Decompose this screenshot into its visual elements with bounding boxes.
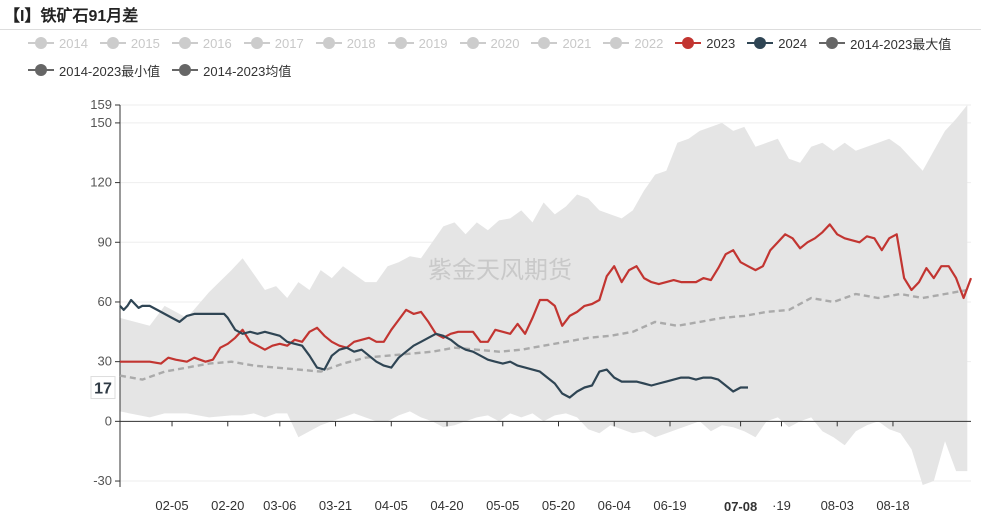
legend-item-8[interactable]: 2022 [603,34,663,52]
legend-item-13[interactable]: 2014-2023均值 [172,61,291,79]
x-tick-label: 03-06 [263,498,296,513]
legend-label: 2014-2023最大值 [850,36,952,52]
legend-label: 2017 [274,35,304,51]
y-tick-label: 90 [98,234,112,249]
legend-item-10[interactable]: 2024 [747,34,807,52]
y-tick-label: 0 [105,413,112,428]
chart-legend: 2014 2015 2016 2017 2018 2019 2020 2021 2022 2023… [28,34,973,79]
legend-label: 2015 [130,35,160,51]
legend-label: 2016 [202,35,232,51]
x-tick-label: 06-04 [598,498,631,513]
title-divider [0,29,981,30]
legend-marker-icon [243,36,270,50]
legend-label: 2018 [346,35,376,51]
x-tick-label: 03-21 [319,498,352,513]
series-line-2014-2023均值 [119,288,968,381]
legend-item-2[interactable]: 2016 [171,34,232,52]
series-line-2023 [120,223,973,365]
x-tick-label: 08-18 [876,498,909,513]
y-max-label: 159 [90,97,112,112]
legend-marker-icon [171,36,198,50]
legend-label: 2022 [634,35,664,51]
legend-marker-icon [747,36,774,50]
y-tick-label: 150 [90,115,112,130]
legend-marker-icon [99,36,126,50]
legend-label: 2014-2023最小值 [59,63,161,79]
crosshair-y-box [90,376,116,400]
legend-item-5[interactable]: 2019 [387,34,448,52]
x-tick-label: 05-05 [486,498,519,513]
x-tick-label: 06-19 [653,498,686,513]
legend-item-7[interactable]: 2021 [531,34,591,52]
y-tick-label: 120 [90,175,112,190]
x-tick-label: ·19 [772,498,791,513]
legend-marker-icon [315,36,342,50]
legend-marker-icon [172,63,199,77]
legend-label: 2019 [418,35,448,51]
legend-item-12[interactable]: 2014-2023最小值 [28,61,160,79]
legend-marker-icon [459,36,486,50]
legend-label: 2014 [59,35,88,51]
x-tick-label: 02-20 [211,498,244,513]
legend-marker-icon [28,63,54,77]
x-tick-label: 04-20 [430,498,463,513]
legend-marker-icon [675,36,702,50]
range-band-area [120,105,968,485]
watermark-text: 紫金天风期货 [428,256,572,284]
legend-label: 2020 [490,35,520,51]
legend-item-3[interactable]: 2017 [243,34,304,52]
crosshair-y-label: 17 [94,381,112,398]
y-tick-label: 60 [98,294,112,309]
legend-item-1[interactable]: 2015 [99,34,160,52]
x-tick-label: 07-08 [724,499,757,514]
x-tick-label: 02-05 [155,498,188,513]
x-tick-label: 05-20 [542,498,575,513]
legend-marker-icon [819,36,846,50]
legend-marker-icon [387,36,414,50]
y-tick-label: 30 [98,354,112,369]
chart-title: 【I】铁矿石91月差 [4,8,139,25]
legend-label: 2014-2023均值 [203,63,292,79]
x-tick-label: 04-05 [375,498,408,513]
legend-marker-icon [531,36,558,50]
legend-item-0[interactable]: 2014 [28,34,88,52]
legend-label: 2023 [706,35,736,51]
legend-label: 2021 [562,35,592,51]
legend-marker-icon [603,36,630,50]
series-line-2024 [119,298,748,399]
legend-marker-icon [28,36,54,50]
legend-item-4[interactable]: 2018 [315,34,376,52]
y-tick-label: -30 [93,473,112,488]
legend-item-11[interactable]: 2014-2023最大值 [819,34,951,52]
x-tick-label: 08-03 [821,498,854,513]
legend-item-6[interactable]: 2020 [459,34,520,52]
legend-label: 2024 [778,35,808,51]
legend-item-9[interactable]: 2023 [675,34,735,52]
